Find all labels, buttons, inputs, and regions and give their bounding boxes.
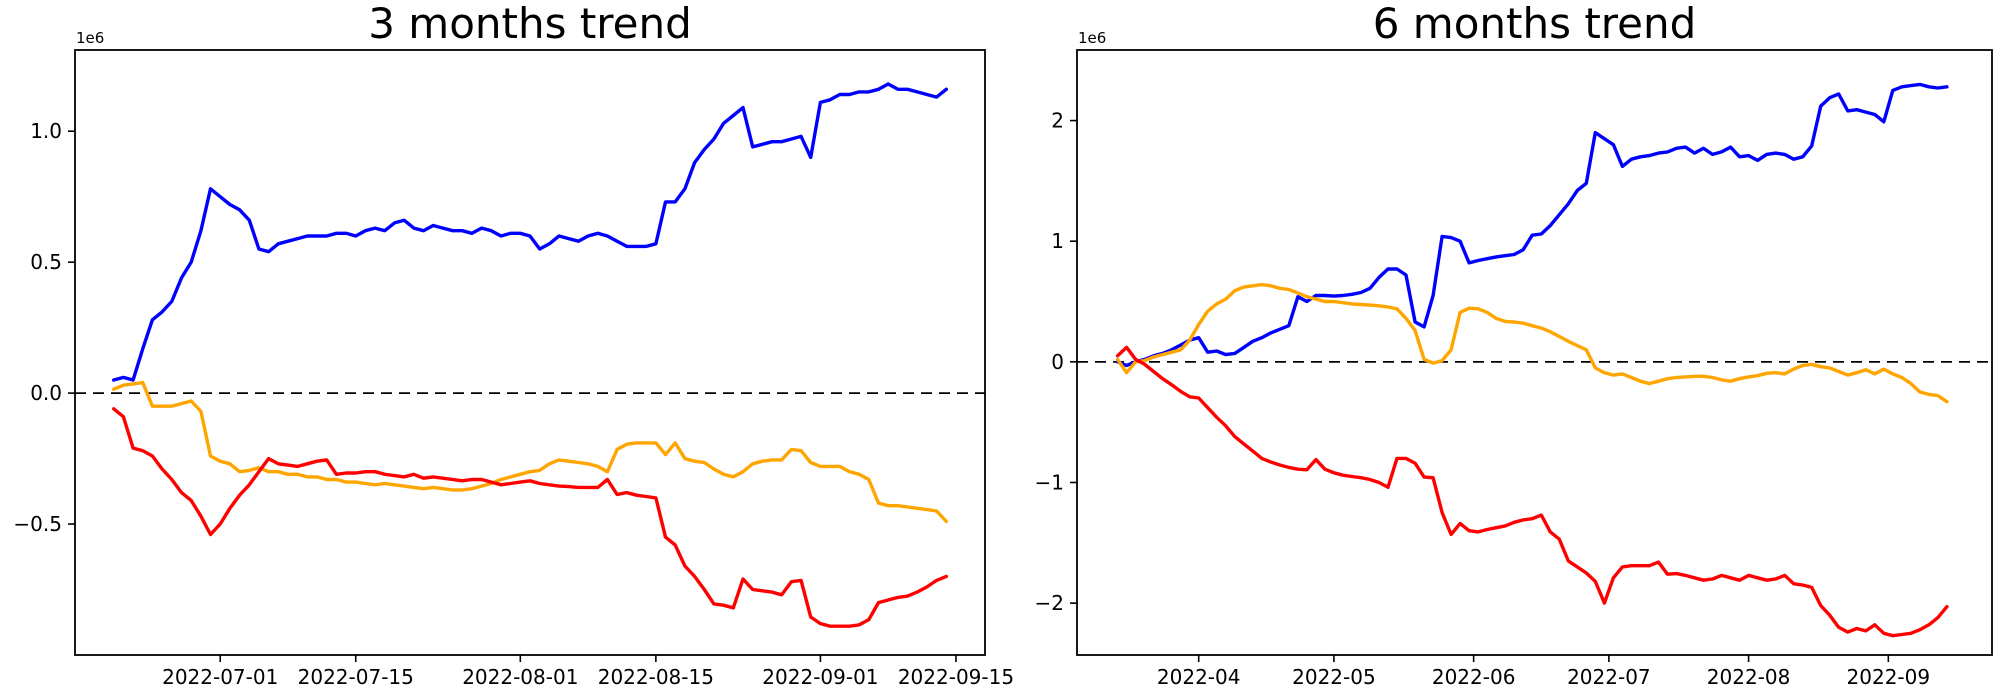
y-axis-scale-note: 1e6 (76, 29, 105, 47)
series-blue-line (112, 82, 948, 382)
x-tick-label: 2022-05 (1292, 665, 1376, 689)
x-tick-label: 2022-09 (1847, 665, 1931, 689)
x-tick-label: 2022-08-15 (598, 665, 714, 689)
axes-frame (74, 49, 986, 656)
y-tick-label: 0.5 (30, 250, 62, 274)
x-tick-label: 2022-09-01 (762, 665, 878, 689)
series-orange-line (112, 380, 948, 524)
series-orange-line (1115, 282, 1949, 404)
x-tick-label: 2022-04 (1157, 665, 1241, 689)
x-tick-label: 2022-06 (1432, 665, 1516, 689)
y-tick-label: −0.5 (13, 512, 62, 536)
x-tick-label: 2022-07-15 (298, 665, 414, 689)
y-tick-label: 1.0 (30, 119, 62, 143)
y-tick-label: −1 (1035, 470, 1064, 494)
x-tick-label: 2022-09-15 (898, 665, 1014, 689)
x-tick-label: 2022-07-01 (162, 665, 278, 689)
chart-3-months-trend: 3 months trend 1e6 2022-07-01 2022-07-15 2… (13, 0, 1014, 689)
y-tick-label: 2 (1051, 109, 1064, 133)
series-red-line (1115, 345, 1949, 638)
plot-area: 2022-04 2022-05 2022-06 2022-07 2022-08 2022-… (1035, 49, 1993, 689)
y-axis-scale-note: 1e6 (1078, 29, 1107, 47)
chart-6-months-trend: 6 months trend 1e6 2022-04 2022-05 2022-06… (1035, 0, 1993, 689)
x-tick-label: 2022-07 (1567, 665, 1651, 689)
y-tick-label: 0.0 (30, 381, 62, 405)
chart-title: 6 months trend (1372, 0, 1697, 48)
series-red-line (112, 407, 948, 628)
y-tick-label: 0 (1051, 350, 1064, 374)
y-tick-label: −2 (1035, 591, 1064, 615)
x-tick-label: 2022-08 (1707, 665, 1791, 689)
plot-area: 2022-07-01 2022-07-15 2022-08-01 2022-08-15… (13, 49, 1014, 689)
x-tick-label: 2022-08-01 (462, 665, 578, 689)
series-blue-line (1115, 82, 1949, 368)
y-tick-label: 1 (1051, 229, 1064, 253)
chart-title: 3 months trend (368, 0, 692, 48)
axes-frame (1076, 49, 1993, 656)
